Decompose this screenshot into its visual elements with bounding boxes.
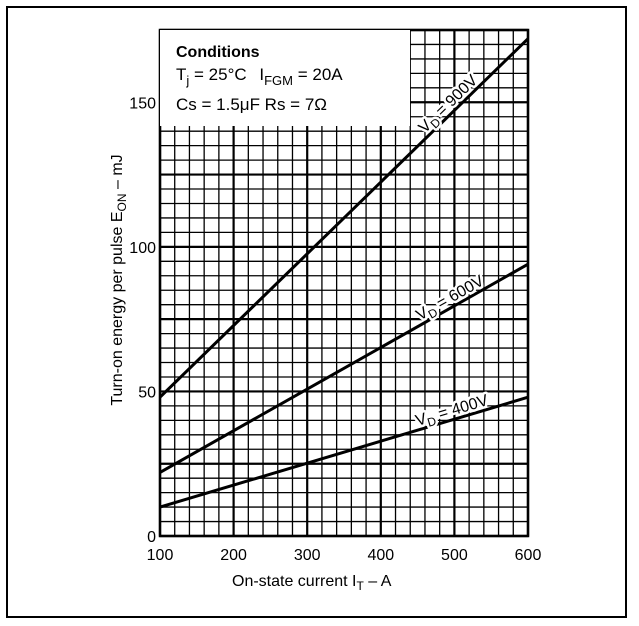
y-tick-label: 150	[129, 95, 156, 112]
x-axis-ticks: 100 200 300 400 500 600	[147, 547, 542, 564]
x-axis-label: On-state current IT – A	[232, 573, 392, 593]
conditions-heading: Conditions	[176, 44, 260, 61]
y-tick-label: 100	[129, 240, 156, 257]
x-tick-label: 600	[515, 547, 542, 564]
conditions-line2: Cs = 1.5μF Rs = 7Ω	[176, 95, 327, 114]
conditions-box: Conditions Tj = 25°C IFGM = 20A Cs = 1.5…	[160, 30, 410, 126]
y-axis-label: Turn-on energy per pulse EON – mJ	[109, 154, 129, 405]
x-tick-label: 500	[441, 547, 468, 564]
x-tick-label: 200	[220, 547, 247, 564]
x-tick-label: 400	[367, 547, 394, 564]
x-tick-label: 100	[147, 547, 174, 564]
y-tick-label: 50	[138, 384, 156, 401]
x-tick-label: 300	[294, 547, 321, 564]
y-axis-ticks: 0 50 100 150	[129, 95, 156, 546]
y-tick-label: 0	[147, 529, 156, 546]
series-label-1: VD = 900V	[416, 72, 484, 139]
